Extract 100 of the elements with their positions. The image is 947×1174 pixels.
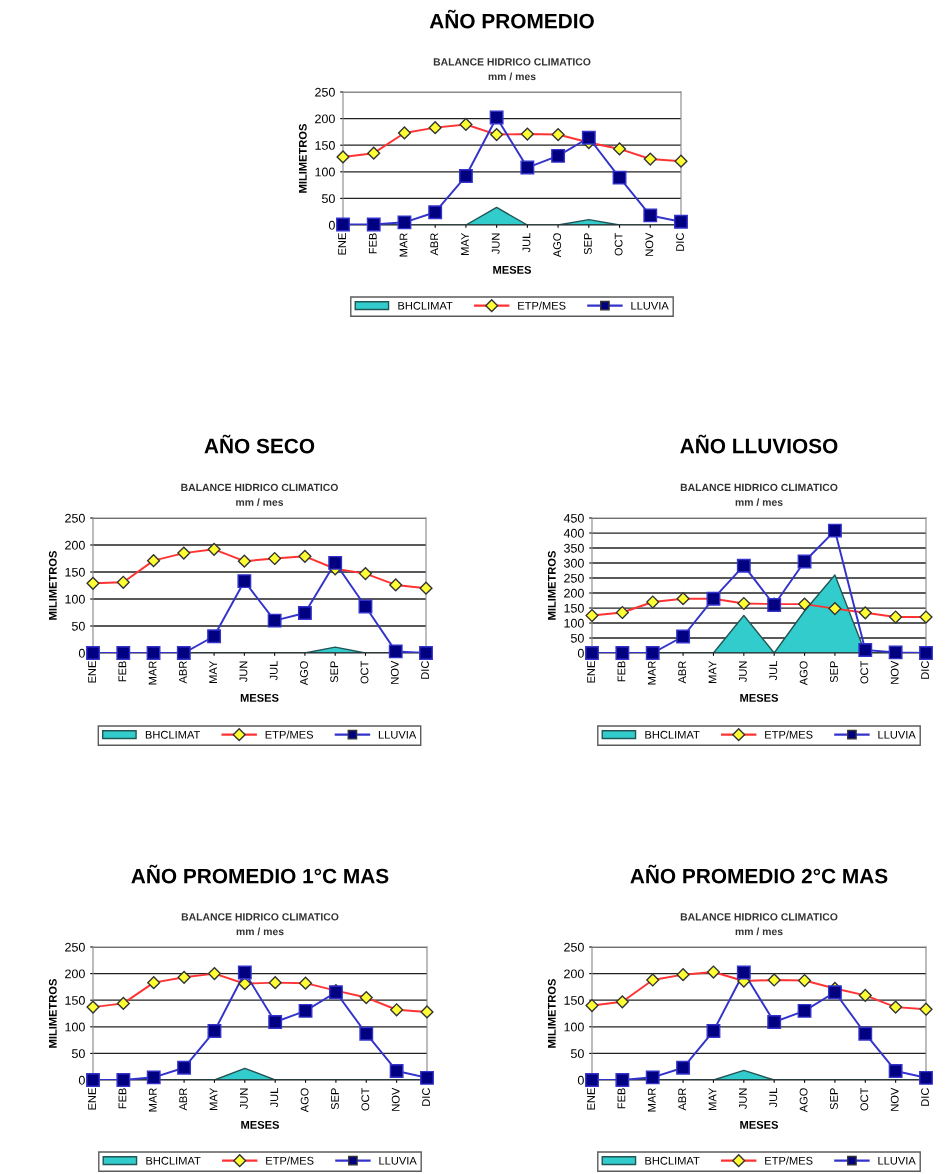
x-axis-title: MESES	[240, 693, 279, 702]
chart-title: AÑO SECO	[204, 434, 315, 454]
text: mm / mes	[488, 72, 536, 81]
x-tick-label: SEP	[830, 1088, 838, 1110]
x-axis-title: MESES	[493, 265, 532, 274]
x-tick-label: DIC	[421, 661, 429, 679]
x-axis-title: MESES	[740, 1120, 779, 1129]
y-axis-title: MILIMETROS	[547, 551, 556, 620]
text: mm / mes	[735, 927, 783, 936]
legend-label: LLUVIA	[878, 730, 916, 739]
chart-title: AÑO PROMEDIO	[429, 9, 594, 29]
x-tick-label: ABR	[678, 661, 686, 684]
x-tick-label: MAR	[148, 661, 157, 685]
x-tick-label: FEB	[368, 233, 377, 254]
x-tick-label: MAR	[647, 1088, 656, 1112]
y-tick-label: 0	[577, 648, 584, 658]
x-tick-label: SEP	[583, 233, 592, 255]
x-tick-label: MAY	[708, 1087, 717, 1110]
y-tick-label: 0	[577, 1075, 584, 1085]
y-axis-title: MILIMETROS	[547, 979, 556, 1048]
legend-label: BHCLIMAT	[398, 301, 453, 310]
x-tick-label: JUL	[522, 233, 531, 253]
y-tick-label: 250	[65, 513, 85, 523]
y-tick-label: 250	[564, 942, 584, 952]
chart-subtitle: BALANCE HIDRICO CLIMATICO	[433, 58, 591, 66]
x-tick-label: OCT	[360, 660, 369, 684]
y-tick-label: 350	[563, 543, 584, 553]
legend-label: BHCLIMAT	[146, 1156, 201, 1165]
x-tick-label: MAY	[461, 232, 469, 255]
text: mm / mes	[236, 927, 284, 936]
legend-label: ETP/MES	[266, 1156, 314, 1165]
y-tick-label: 400	[563, 528, 584, 538]
y-tick-label: 150	[564, 603, 584, 613]
x-tick-label: SEP	[830, 661, 838, 683]
x-tick-label: AGO	[799, 661, 808, 686]
x-tick-label: FEB	[617, 661, 626, 682]
x-tick-label: MAY	[209, 1087, 218, 1110]
y-tick-label: 100	[315, 167, 335, 177]
y-tick-label: 200	[564, 588, 584, 598]
legend-label: BHCLIMAT	[145, 730, 201, 739]
x-tick-label: JUL	[270, 1088, 279, 1108]
x-tick-label: AGO	[300, 661, 308, 686]
y-tick-label: 0	[78, 648, 85, 658]
x-tick-label: MAR	[647, 661, 656, 685]
x-tick-label: DIC	[921, 1088, 929, 1106]
x-tick-label: JUN	[739, 1088, 747, 1110]
y-tick-label: 250	[315, 87, 335, 97]
x-tick-label: JUL	[269, 661, 278, 681]
x-tick-label: NOV	[890, 660, 899, 684]
x-tick-label: ABR	[179, 1088, 187, 1111]
x-tick-label: AGO	[300, 1088, 309, 1113]
y-tick-label: 50	[570, 633, 584, 643]
x-axis-title: MESES	[740, 693, 779, 702]
y-tick-label: 0	[328, 220, 335, 230]
chart-subtitle: BALANCE HIDRICO CLIMATICO	[181, 913, 339, 921]
x-tick-label: MAR	[148, 1088, 157, 1112]
x-tick-label: JUN	[739, 661, 747, 683]
y-tick-label: 150	[564, 996, 584, 1005]
y-tick-label: 150	[65, 567, 85, 577]
x-tick-label: SEP	[330, 661, 339, 683]
chart-subtitle: BALANCE HIDRICO CLIMATICO	[680, 483, 838, 492]
y-tick-label: 50	[71, 1049, 85, 1059]
x-tick-label: NOV	[645, 232, 654, 256]
legend-label: LLUVIA	[379, 1156, 417, 1165]
y-tick-label: 50	[570, 1049, 584, 1059]
x-tick-label: JUN	[240, 1088, 248, 1110]
y-tick-label: 100	[65, 594, 85, 604]
y-tick-label: 100	[65, 1022, 85, 1032]
x-axis-title: MESES	[241, 1120, 280, 1129]
x-tick-label: FEB	[617, 1088, 626, 1109]
legend-label: ETP/MES	[518, 301, 566, 310]
x-tick-label: NOV	[391, 1087, 400, 1111]
legend-label: BHCLIMAT	[645, 1156, 700, 1165]
y-tick-label: 150	[65, 996, 85, 1005]
x-tick-label: NOV	[390, 660, 399, 684]
x-tick-label: ABR	[430, 233, 439, 256]
x-tick-label: ENE	[338, 233, 346, 255]
chart-subtitle: BALANCE HIDRICO CLIMATICO	[680, 913, 838, 921]
y-tick-label: 450	[563, 513, 584, 523]
x-tick-label: AGO	[553, 233, 562, 258]
x-tick-label: ABR	[678, 1088, 686, 1111]
y-tick-label: 200	[315, 114, 335, 124]
chart-subtitle: BALANCE HIDRICO CLIMATICO	[181, 483, 338, 492]
chart-title: AÑO PROMEDIO 1°C MAS	[131, 864, 389, 884]
x-tick-label: ENE	[88, 661, 96, 683]
y-axis-title: MILIMETROS	[48, 551, 57, 620]
x-tick-label: MAY	[708, 660, 717, 683]
legend-label: ETP/MES	[265, 730, 314, 739]
x-tick-label: DIC	[676, 233, 684, 251]
x-tick-label: MAR	[399, 233, 408, 257]
x-tick-label: DIC	[422, 1088, 430, 1106]
y-axis-title: MILIMETROS	[48, 979, 57, 1048]
x-tick-label: JUL	[769, 661, 778, 681]
x-tick-label: FEB	[118, 1088, 127, 1109]
x-tick-label: OCT	[860, 1087, 869, 1111]
legend-label: LLUVIA	[631, 301, 669, 310]
x-tick-label: JUN	[491, 233, 500, 255]
x-tick-label: ENE	[88, 1088, 96, 1110]
x-tick-label: NOV	[890, 1087, 899, 1111]
x-tick-label: JUN	[239, 661, 248, 683]
